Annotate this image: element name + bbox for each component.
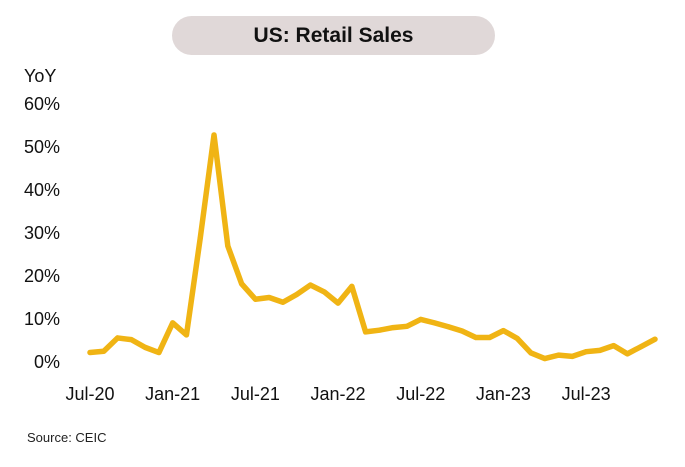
data-point: [128, 337, 134, 343]
data-point: [211, 132, 217, 138]
y-tick-label: 10%: [24, 309, 60, 329]
x-tick-label: Jul-20: [65, 384, 114, 404]
y-tick-label: 20%: [24, 266, 60, 286]
data-point: [349, 283, 355, 289]
data-point: [294, 291, 300, 297]
data-point: [432, 320, 438, 326]
data-point: [197, 235, 203, 241]
data-point: [156, 350, 162, 356]
y-tick-label: 50%: [24, 137, 60, 157]
x-tick-label: Jul-22: [396, 384, 445, 404]
data-point: [652, 336, 658, 342]
data-point: [638, 344, 644, 350]
data-point: [487, 334, 493, 340]
data-point: [225, 243, 231, 249]
data-point: [624, 351, 630, 357]
data-point: [170, 320, 176, 326]
x-tick-label: Jan-22: [311, 384, 366, 404]
data-point: [500, 328, 506, 334]
data-point: [101, 348, 107, 354]
data-point: [459, 328, 465, 334]
data-point: [514, 335, 520, 341]
data-point: [556, 352, 562, 358]
x-tick-label: Jul-21: [231, 384, 280, 404]
data-point: [266, 295, 272, 300]
y-tick-label: 30%: [24, 223, 60, 243]
data-points: [87, 132, 658, 362]
y-tick-labels: 0% 10% 20% 30% 40% 50% 60%: [24, 94, 60, 372]
x-tick-label: Jan-23: [476, 384, 531, 404]
data-point: [390, 325, 396, 331]
x-tick-labels: Jul-20 Jan-21 Jul-21 Jan-22 Jul-22 Jan-23 Jul-…: [65, 384, 610, 404]
data-point: [376, 327, 382, 333]
data-point: [115, 335, 121, 341]
data-point: [87, 350, 93, 356]
source-note: Source: CEIC: [27, 430, 107, 445]
data-point: [363, 329, 369, 335]
data-point: [142, 344, 148, 350]
data-point: [569, 353, 575, 359]
data-point: [280, 299, 286, 305]
x-tick-label: Jul-23: [562, 384, 611, 404]
data-point: [404, 323, 410, 329]
data-point: [542, 356, 548, 362]
data-point: [528, 350, 534, 356]
x-tick-label: Jan-21: [145, 384, 200, 404]
data-point: [445, 324, 451, 330]
data-point: [239, 281, 245, 287]
chart-title: US: Retail Sales: [172, 16, 495, 55]
y-tick-label: 0%: [34, 352, 60, 372]
y-tick-label: 40%: [24, 180, 60, 200]
data-point: [418, 316, 424, 322]
data-point: [611, 343, 617, 349]
data-point: [335, 300, 341, 306]
y-tick-label: 60%: [24, 94, 60, 114]
data-point: [183, 332, 189, 338]
data-point: [252, 296, 258, 302]
data-point: [321, 289, 327, 295]
y-axis-label: YoY: [24, 66, 56, 86]
data-point: [307, 282, 313, 288]
data-point: [597, 347, 603, 353]
retail-sales-yoy-line: [87, 132, 658, 362]
data-point: [583, 349, 589, 355]
data-point: [473, 334, 479, 340]
